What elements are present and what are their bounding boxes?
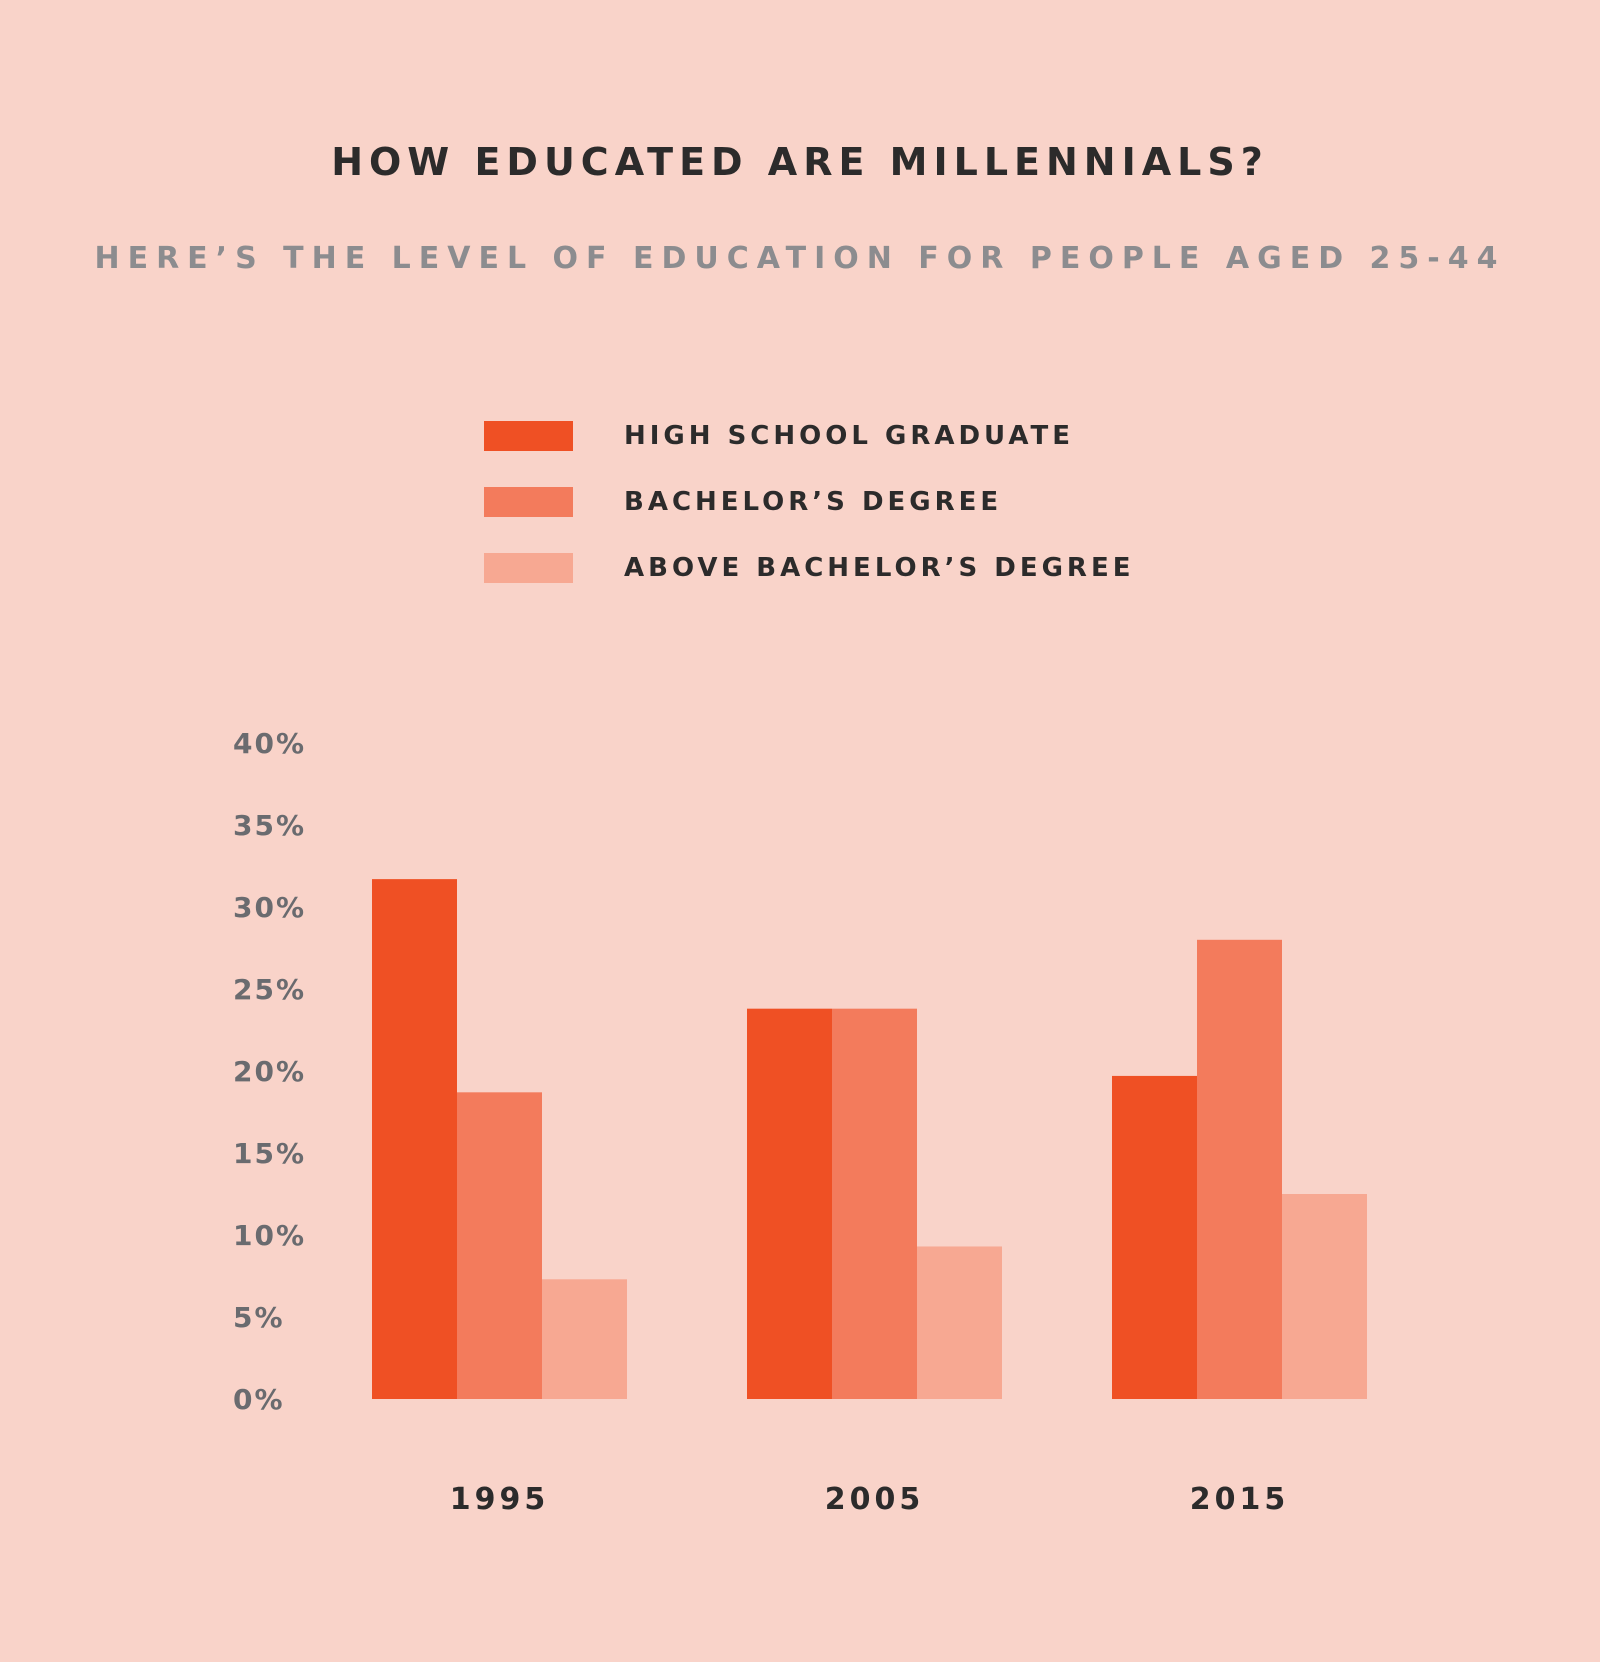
legend-label-bachelors: BACHELOR’S DEGREE bbox=[624, 487, 1003, 517]
legend-label-high-school: HIGH SCHOOL GRADUATE bbox=[624, 421, 1074, 451]
x-category-label: 2005 bbox=[825, 1482, 925, 1517]
y-tick-label: 0% bbox=[233, 1383, 285, 1416]
y-axis-ticks: 0% 5% 10% 15% 20% 25% 30% 35% 40% bbox=[233, 727, 306, 1416]
y-tick-label: 10% bbox=[233, 1219, 306, 1252]
y-tick-label: 15% bbox=[233, 1137, 306, 1170]
y-tick-label: 20% bbox=[233, 1055, 306, 1088]
y-tick-label: 5% bbox=[233, 1301, 285, 1334]
x-category-label: 1995 bbox=[450, 1482, 550, 1517]
bar-1995-high-school bbox=[372, 879, 457, 1399]
bar-2005-bachelors bbox=[832, 1008, 917, 1399]
chart-subtitle: HERE’S THE LEVEL OF EDUCATION FOR PEOPLE… bbox=[94, 241, 1506, 276]
bar-2015-bachelors bbox=[1197, 939, 1282, 1399]
x-category-label: 2015 bbox=[1190, 1482, 1290, 1517]
y-tick-label: 30% bbox=[233, 891, 306, 924]
legend-swatch-above-bachelors bbox=[484, 553, 573, 583]
y-tick-label: 35% bbox=[233, 809, 306, 842]
bar-1995-above-bachelors bbox=[542, 1279, 627, 1399]
legend-label-above-bachelors: ABOVE BACHELOR’S DEGREE bbox=[624, 553, 1135, 583]
bar-2015-high-school bbox=[1112, 1075, 1197, 1399]
bar-2005-high-school bbox=[747, 1008, 832, 1399]
x-axis-labels: 1995 2005 2015 bbox=[450, 1482, 1290, 1517]
legend-swatch-high-school bbox=[484, 421, 573, 451]
y-tick-label: 25% bbox=[233, 973, 306, 1006]
chart-title: HOW EDUCATED ARE MILLENNIALS? bbox=[331, 140, 1269, 184]
legend-swatch-bachelors bbox=[484, 487, 573, 517]
bar-2005-above-bachelors bbox=[917, 1246, 1002, 1399]
y-tick-label: 40% bbox=[233, 727, 306, 760]
bar-2015-above-bachelors bbox=[1282, 1194, 1367, 1399]
bars bbox=[372, 879, 1367, 1399]
bar-1995-bachelors bbox=[457, 1092, 542, 1399]
